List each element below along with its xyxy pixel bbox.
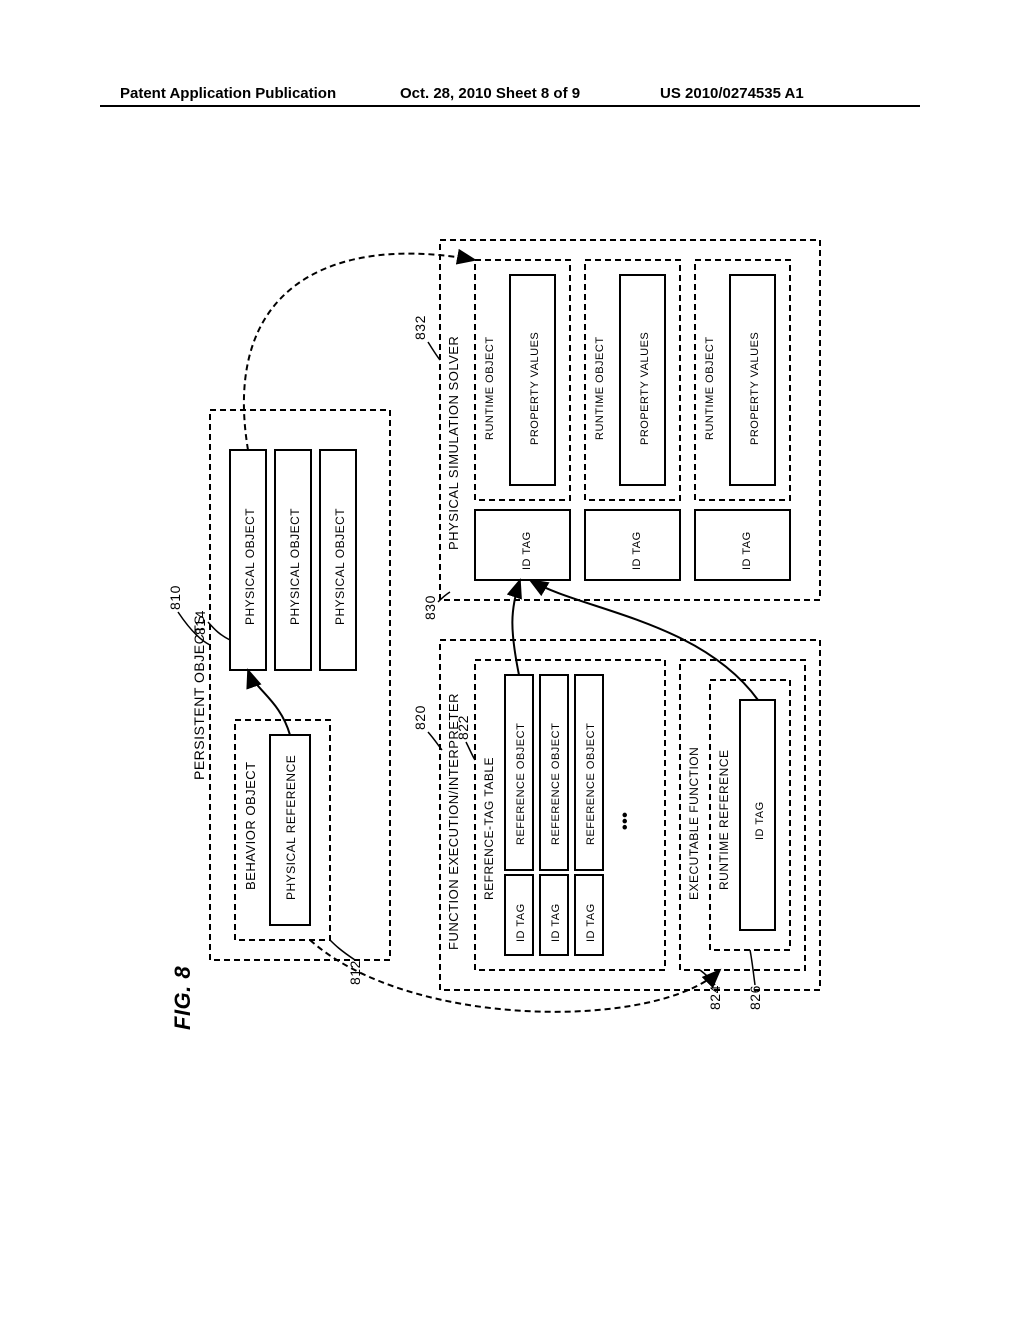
physical-object-1-label: PHYSICAL OBJECT <box>243 508 257 625</box>
solver-box <box>440 240 820 600</box>
header-center: Oct. 28, 2010 Sheet 8 of 9 <box>400 85 580 102</box>
header-right: US 2010/0274535 A1 <box>660 85 804 102</box>
arrow-physical-to-runtime <box>244 254 475 450</box>
idtag-1-label: ID TAG <box>515 903 527 942</box>
callout-820: 820 <box>412 705 428 730</box>
runtime-ref-title: RUNTIME REFERENCE <box>717 749 731 890</box>
ref-table-title: REFRENCE-TAG TABLE <box>482 757 496 900</box>
callout-832: 832 <box>412 315 428 340</box>
persistent-objects-box <box>210 410 390 960</box>
leader-814 <box>208 622 230 640</box>
diagram: FIG. 8 PERSISTENT OBJECTS BEHAVIOR OBJEC… <box>160 220 840 1040</box>
callout-826: 826 <box>747 985 763 1010</box>
idtag-2-label: ID TAG <box>550 903 562 942</box>
leader-826 <box>750 950 755 985</box>
header-rule <box>100 105 920 107</box>
callout-824: 824 <box>707 985 723 1010</box>
leader-832 <box>428 342 440 360</box>
solver-prop-3-label: PROPERTY VALUES <box>749 332 761 445</box>
physical-object-3-label: PHYSICAL OBJECT <box>333 508 347 625</box>
solver-prop-2-label: PROPERTY VALUES <box>639 332 651 445</box>
behavior-title: BEHAVIOR OBJECT <box>243 761 258 890</box>
leader-812 <box>330 940 355 960</box>
physical-reference-label: PHYSICAL REFERENCE <box>284 755 298 900</box>
leader-822 <box>466 742 475 760</box>
runtime-idtag-label: ID TAG <box>754 801 766 840</box>
physical-object-2-label: PHYSICAL OBJECT <box>288 508 302 625</box>
exec-func-title: EXECUTABLE FUNCTION <box>687 747 701 900</box>
solver-runtime-3-label: RUNTIME OBJECT <box>704 336 716 440</box>
solver-prop-1-label: PROPERTY VALUES <box>529 332 541 445</box>
arrow-ref-to-physical <box>248 670 290 735</box>
callout-830: 830 <box>422 595 438 620</box>
ellipsis: ••• <box>617 812 634 830</box>
idtag-3-label: ID TAG <box>585 903 597 942</box>
solver-runtime-2-label: RUNTIME OBJECT <box>594 336 606 440</box>
figure-label: FIG. 8 <box>170 966 195 1030</box>
ref-table-box <box>475 660 665 970</box>
solver-idtag-2-label: ID TAG <box>631 531 643 570</box>
refobj-3-label: REFERENCE OBJECT <box>585 723 597 845</box>
header-left: Patent Application Publication <box>120 85 336 102</box>
solver-title: PHYSICAL SIMULATION SOLVER <box>446 336 461 550</box>
callout-812: 812 <box>347 960 363 985</box>
solver-runtime-1-label: RUNTIME OBJECT <box>484 336 496 440</box>
persistent-title: PERSISTENT OBJECTS <box>191 615 207 780</box>
arrow-behavior-to-exec <box>310 940 720 1012</box>
refobj-1-label: REFERENCE OBJECT <box>515 723 527 845</box>
solver-idtag-1-label: ID TAG <box>521 531 533 570</box>
solver-idtag-3-label: ID TAG <box>741 531 753 570</box>
callout-822: 822 <box>455 715 471 740</box>
callout-810: 810 <box>167 585 183 610</box>
callout-814: 814 <box>192 610 208 635</box>
refobj-2-label: REFERENCE OBJECT <box>550 723 562 845</box>
